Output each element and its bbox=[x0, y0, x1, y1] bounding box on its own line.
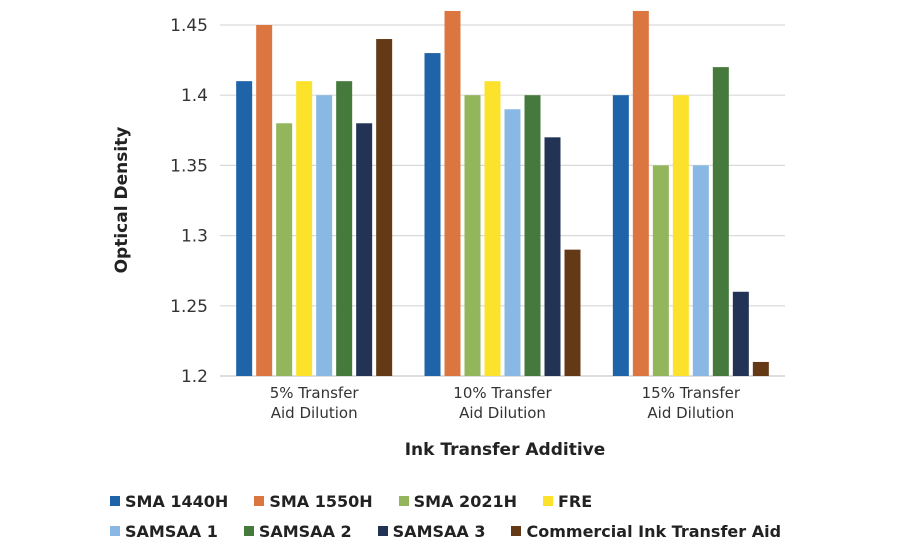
legend-item: SMA 2021H bbox=[398, 491, 517, 511]
legend-swatch bbox=[377, 526, 388, 536]
bar bbox=[672, 95, 689, 376]
legend-swatch bbox=[243, 526, 254, 536]
x-category-labels: 5% Transfer Aid Dilution 10% Transfer Aid D… bbox=[270, 384, 741, 422]
legend-item: SAMSAA 1 bbox=[110, 522, 218, 541]
bar bbox=[444, 10, 461, 377]
x-category-label: 5% Transfer bbox=[270, 384, 360, 402]
bar bbox=[712, 67, 729, 377]
bar bbox=[524, 95, 541, 376]
x-axis-title: Ink Transfer Additive bbox=[405, 440, 606, 460]
legend-swatch bbox=[110, 526, 120, 536]
legend-row: SMA 1440H SMA 1550H SMA 2021H FRE bbox=[110, 486, 830, 516]
x-category-label: 15% Transfer bbox=[642, 384, 741, 402]
y-axis-title: Optical Density bbox=[112, 127, 132, 274]
bar bbox=[236, 81, 253, 376]
bar bbox=[752, 361, 769, 376]
legend-item: Commercial Ink Transfer Aid bbox=[511, 522, 781, 541]
legend-label: FRE bbox=[557, 491, 593, 511]
legend-item: SAMSAA 3 bbox=[377, 521, 486, 541]
x-category-label: Aid Dilution bbox=[459, 404, 546, 422]
bar bbox=[256, 25, 273, 376]
y-tick-label: 1.35 bbox=[170, 156, 208, 176]
legend-swatch bbox=[542, 496, 553, 506]
legend: SMA 1440H SMA 1550H SMA 2021H FRE SAMSAA 1 SA… bbox=[110, 486, 830, 546]
bar bbox=[632, 10, 649, 377]
legend-row: SAMSAA 1 SAMSAA 2 SAMSAA 3 Commercial Ink T… bbox=[110, 516, 830, 546]
y-tick-labels: 1.2 1.25 1.3 1.35 1.4 1.45 bbox=[170, 16, 208, 387]
legend-swatch bbox=[511, 526, 522, 536]
legend-label: SMA 1550H bbox=[269, 491, 373, 511]
legend-label: SMA 2021H bbox=[413, 491, 517, 511]
x-category-label: 10% Transfer bbox=[453, 384, 552, 402]
legend-swatch bbox=[110, 496, 120, 506]
bar bbox=[564, 249, 581, 376]
bar bbox=[356, 123, 373, 376]
bar bbox=[336, 81, 353, 376]
bar bbox=[424, 53, 441, 376]
legend-item: SMA 1550H bbox=[254, 491, 373, 511]
bars bbox=[236, 10, 769, 377]
bar bbox=[376, 39, 393, 376]
legend-swatch bbox=[254, 496, 265, 506]
bar bbox=[464, 95, 481, 376]
bar bbox=[612, 95, 629, 376]
y-tick-label: 1.4 bbox=[181, 86, 208, 106]
y-tick-label: 1.45 bbox=[170, 16, 208, 36]
legend-item: FRE bbox=[542, 491, 593, 511]
legend-item: SMA 1440H bbox=[110, 492, 228, 511]
x-category-label: Aid Dilution bbox=[647, 404, 734, 422]
legend-label: Commercial Ink Transfer Aid bbox=[526, 521, 782, 541]
legend-label: SAMSAA 2 bbox=[258, 521, 352, 541]
bar bbox=[692, 165, 709, 376]
bar bbox=[504, 109, 521, 377]
legend-label: SAMSAA 3 bbox=[392, 521, 486, 541]
legend-swatch bbox=[398, 496, 409, 506]
bar bbox=[296, 81, 313, 376]
bar bbox=[484, 81, 501, 376]
gridlines bbox=[220, 24, 785, 377]
bar bbox=[276, 123, 293, 376]
bar bbox=[544, 137, 561, 376]
y-tick-label: 1.3 bbox=[181, 227, 208, 247]
bar bbox=[652, 165, 669, 376]
bar bbox=[732, 291, 749, 376]
y-tick-label: 1.2 bbox=[181, 367, 208, 387]
legend-item: SAMSAA 2 bbox=[243, 521, 352, 541]
bar bbox=[316, 95, 333, 376]
legend-label: SAMSAA 1 bbox=[125, 521, 218, 541]
y-tick-label: 1.25 bbox=[170, 297, 208, 317]
legend-label: SMA 1440H bbox=[125, 491, 229, 511]
x-category-label: Aid Dilution bbox=[271, 404, 358, 422]
